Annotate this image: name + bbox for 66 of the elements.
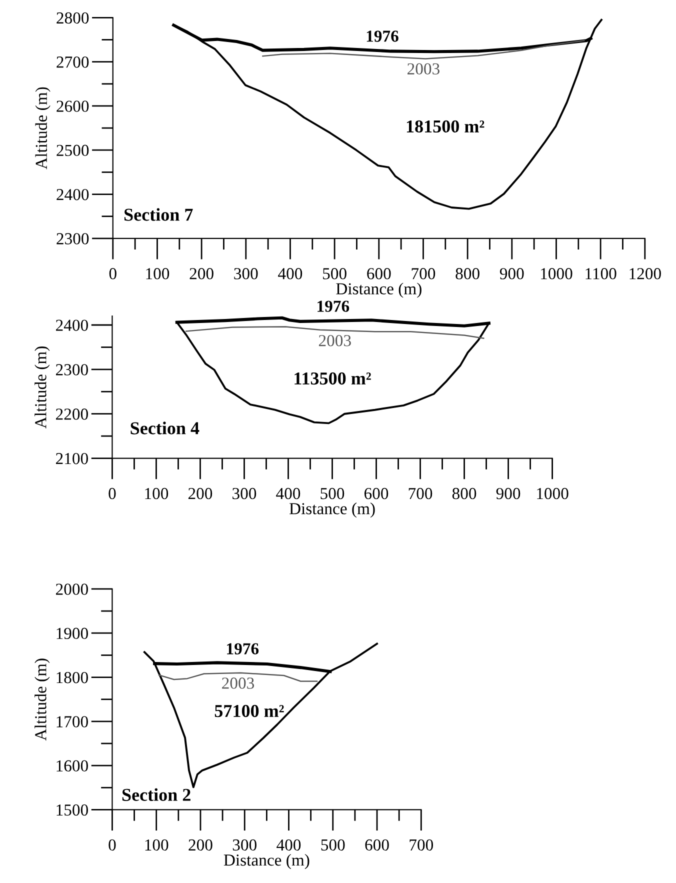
x-tick-label: 900 [496,488,520,500]
annotation: Section 2 [122,788,190,801]
x-tick-label: 800 [452,488,476,500]
y-tick-label: 2700 [56,56,89,68]
y-axis-title: Altitude (m) [34,658,50,741]
y-tick-label: 2000 [56,584,88,595]
series-label: 1976 [227,643,259,654]
y-axis-title: Altitude (m) [34,346,50,428]
y-tick-label: 1800 [56,672,88,684]
y-tick-label: 2800 [56,12,89,24]
y-tick-label: 1700 [56,716,88,728]
y-tick-label: 2300 [56,364,88,376]
x-tick-label: 0 [108,488,116,500]
x-tick-label: 1000 [537,488,568,500]
y-tick-label: 2400 [56,188,89,200]
x-tick-label: 600 [367,268,391,280]
x-tick-label: 200 [188,839,212,851]
y-tick-label: 2600 [56,100,89,112]
x-tick-label: 300 [234,268,258,280]
x-tick-label: 200 [188,488,212,500]
x-tick-label: 600 [364,488,388,500]
x-tick-label: 800 [456,268,480,280]
series-label: 2003 [408,63,440,75]
x-tick-label: 0 [108,839,116,851]
x-tick-label: 700 [408,488,432,500]
x-tick-label: 600 [365,839,389,851]
x-tick-label: 100 [145,839,168,851]
x-tick-label: 1100 [586,268,616,280]
y-tick-label: 2300 [56,233,89,244]
x-tick-label: 300 [232,839,256,851]
x-tick-label: 100 [145,488,168,500]
x-axis-title: Distance (m) [289,502,375,518]
x-tick-label: 300 [232,488,256,500]
y-tick-label: 2400 [56,320,88,331]
y-tick-label: 1600 [56,760,88,772]
series-label: 1976 [318,300,350,312]
x-tick-label: 0 [109,268,116,280]
series-label: 1976 [366,30,398,42]
x-axis-title: Distance (m) [224,854,310,870]
x-tick-label: 200 [190,268,214,280]
x-tick-label: 500 [323,268,346,280]
x-tick-label: 1200 [630,268,661,280]
annotation: 181500 m² [406,120,484,133]
annotation: Section 7 [124,208,193,221]
x-tick-label: 700 [412,268,436,280]
x-tick-label: 500 [321,839,345,851]
annotation: 113500 m² [294,372,371,385]
x-tick-label: 700 [410,839,434,851]
x-tick-label: 100 [146,268,170,280]
x-tick-label: 1000 [541,268,572,280]
annotation: Section 4 [130,422,200,434]
y-tick-label: 2100 [56,452,88,464]
x-tick-label: 400 [278,268,302,280]
series-label: 2003 [318,335,351,346]
annotation: 57100 m² [214,704,284,718]
x-tick-label: 400 [276,488,300,500]
series-label: 2003 [222,678,254,689]
y-tick-label: 1900 [56,628,88,640]
x-tick-label: 900 [500,268,524,280]
x-tick-label: 400 [276,839,301,851]
x-tick-label: 500 [320,488,344,500]
y-tick-label: 2500 [56,144,89,156]
y-tick-label: 1500 [56,804,88,816]
y-tick-label: 2200 [56,408,88,420]
x-axis-title: Distance (m) [336,282,422,298]
y-axis-title: Altitude (m) [35,87,50,170]
